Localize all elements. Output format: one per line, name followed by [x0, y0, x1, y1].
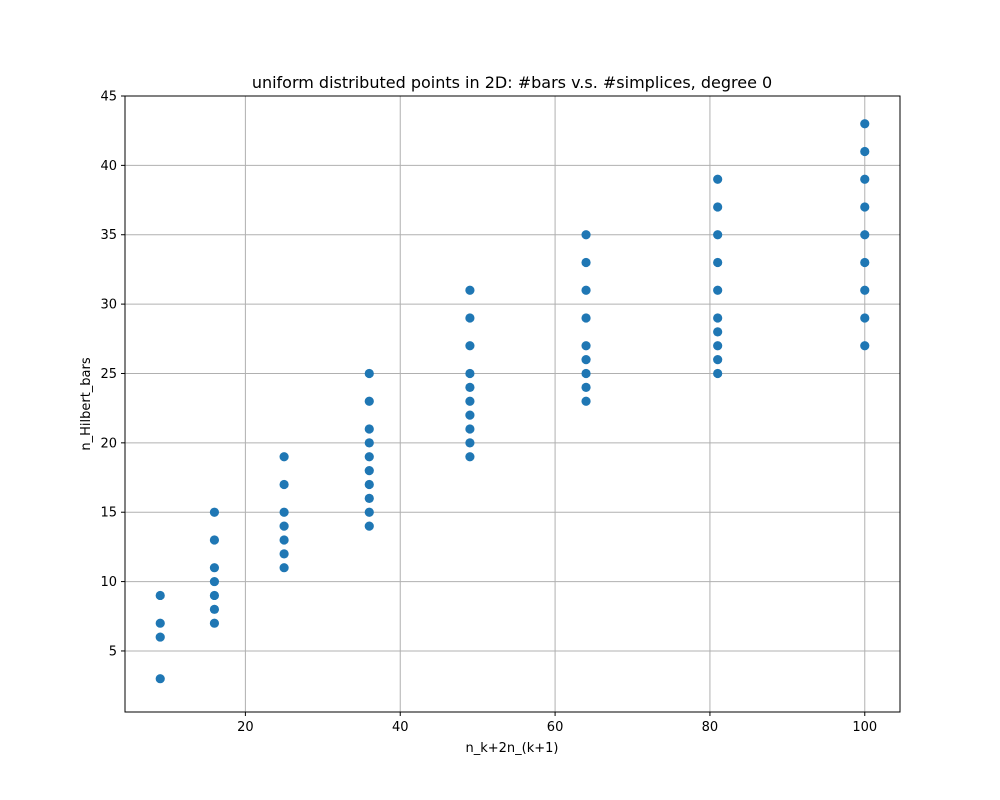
data-point — [860, 257, 870, 268]
data-point — [364, 452, 374, 462]
data-point — [364, 396, 374, 406]
data-point — [465, 285, 475, 295]
x-axis-label: n_k+2n_(k+1) — [465, 741, 558, 756]
data-point — [713, 327, 723, 337]
data-point — [581, 368, 591, 379]
data-point — [155, 674, 165, 684]
data-point — [860, 174, 870, 184]
data-point — [209, 604, 220, 614]
data-point — [279, 535, 289, 545]
data-point — [279, 563, 289, 573]
data-point — [860, 313, 870, 323]
data-point — [465, 452, 475, 462]
data-point — [465, 410, 475, 420]
y-tick-label: 35 — [100, 228, 117, 243]
data-point — [364, 507, 374, 517]
data-point — [465, 396, 475, 406]
y-tick-label: 40 — [100, 159, 117, 174]
data-point — [465, 438, 475, 448]
data-point — [713, 355, 723, 365]
x-tick-label: 100 — [852, 720, 877, 735]
data-point — [581, 257, 591, 268]
data-point — [581, 355, 591, 365]
data-point — [713, 174, 723, 184]
data-point — [713, 285, 723, 295]
y-tick-label: 15 — [100, 506, 117, 521]
data-point — [465, 368, 475, 379]
data-point — [860, 230, 870, 240]
data-point — [581, 285, 591, 295]
data-point — [860, 285, 870, 295]
data-point — [713, 368, 723, 379]
data-point — [581, 382, 591, 392]
data-point — [364, 424, 374, 434]
data-points — [155, 119, 870, 684]
x-tick-label: 80 — [702, 720, 719, 735]
data-point — [364, 465, 374, 476]
data-point — [155, 618, 165, 628]
data-point — [465, 313, 475, 323]
y-tick-label: 20 — [100, 436, 117, 451]
data-point — [209, 618, 220, 628]
data-point — [860, 146, 870, 157]
data-point — [209, 576, 220, 587]
data-point — [209, 535, 220, 545]
data-point — [364, 479, 374, 490]
data-point — [279, 452, 289, 462]
data-point — [581, 396, 591, 406]
data-point — [364, 368, 374, 379]
data-point — [364, 493, 374, 503]
x-tick-label: 40 — [392, 720, 409, 735]
data-point — [581, 313, 591, 323]
chart-title: uniform distributed points in 2D: #bars … — [252, 73, 772, 92]
data-point — [279, 479, 289, 490]
data-point — [364, 521, 374, 531]
data-point — [581, 341, 591, 351]
plot-frame — [124, 95, 901, 713]
data-point — [713, 257, 723, 268]
y-tick-label: 10 — [100, 575, 117, 590]
data-point — [155, 590, 165, 601]
x-tick-label: 60 — [547, 720, 564, 735]
y-tick-label: 45 — [100, 90, 117, 105]
data-point — [465, 424, 475, 434]
data-point — [279, 521, 289, 531]
data-point — [155, 632, 165, 642]
y-tick-label: 30 — [100, 298, 117, 313]
y-tick-label: 5 — [109, 644, 117, 659]
data-point — [581, 230, 591, 240]
data-point — [465, 382, 475, 392]
data-point — [713, 313, 723, 323]
data-point — [860, 341, 870, 351]
data-point — [279, 549, 289, 559]
data-point — [209, 590, 220, 601]
data-point — [209, 563, 220, 573]
data-point — [279, 507, 289, 517]
y-axis-label: n_Hilbert_bars — [79, 357, 94, 450]
y-tick-label: 25 — [100, 367, 117, 382]
data-point — [713, 341, 723, 351]
data-point — [860, 202, 870, 212]
data-point — [860, 119, 870, 129]
data-point — [209, 507, 220, 517]
data-point — [364, 438, 374, 448]
x-tick-label: 20 — [237, 720, 254, 735]
data-point — [465, 341, 475, 351]
data-point — [713, 230, 723, 240]
data-point — [713, 202, 723, 212]
axis-ticks: 20 40 60 80 100 5 10 15 20 25 30 35 40 45 — [100, 90, 877, 736]
